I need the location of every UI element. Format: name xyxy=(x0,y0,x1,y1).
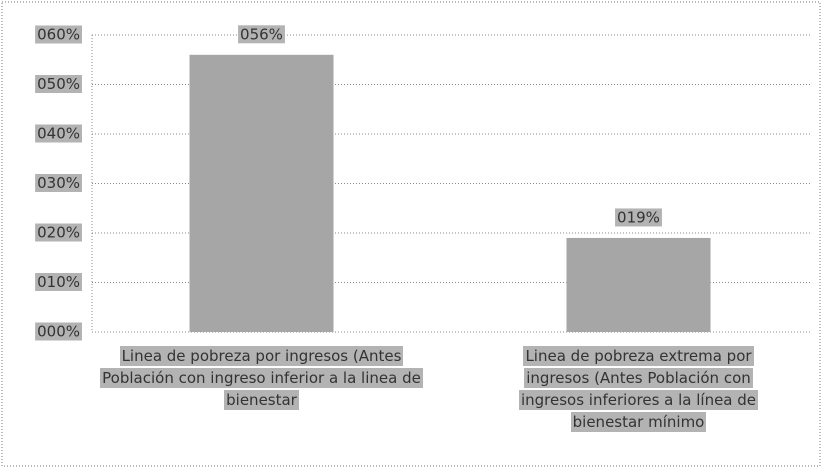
data-label-bg xyxy=(238,25,285,44)
y-tick-label-bg xyxy=(35,322,82,341)
data-label: 019% xyxy=(617,208,660,226)
y-tick-label-bg xyxy=(35,75,82,93)
y-tick-label-bg xyxy=(35,25,82,44)
bar xyxy=(189,54,334,333)
data-label: 056% xyxy=(240,25,283,43)
y-tick-label: 040% xyxy=(37,125,80,143)
y-tick-label: 060% xyxy=(37,26,80,44)
y-tick-label-bg xyxy=(35,174,82,192)
y-tick-label: 030% xyxy=(37,174,80,192)
data-label-bg xyxy=(615,208,662,227)
y-tick-label: 050% xyxy=(37,75,80,93)
x-tick-label: Linea de pobreza extrema por ingresos (A… xyxy=(518,346,759,432)
y-tick-label-bg xyxy=(35,124,82,143)
y-tick-label-bg xyxy=(35,223,82,242)
y-tick-label: 020% xyxy=(37,224,80,242)
y-tick-label: 010% xyxy=(37,273,80,291)
x-tick-label-box: Linea de pobreza por ingresos (Antes Pob… xyxy=(87,345,437,411)
y-tick-label-bg xyxy=(35,273,82,291)
y-tick-label: 000% xyxy=(37,323,80,341)
x-tick-label-box: Linea de pobreza extrema por ingresos (A… xyxy=(494,345,784,433)
bar xyxy=(566,237,711,332)
x-tick-label: Linea de pobreza por ingresos (Antes Pob… xyxy=(100,346,423,410)
